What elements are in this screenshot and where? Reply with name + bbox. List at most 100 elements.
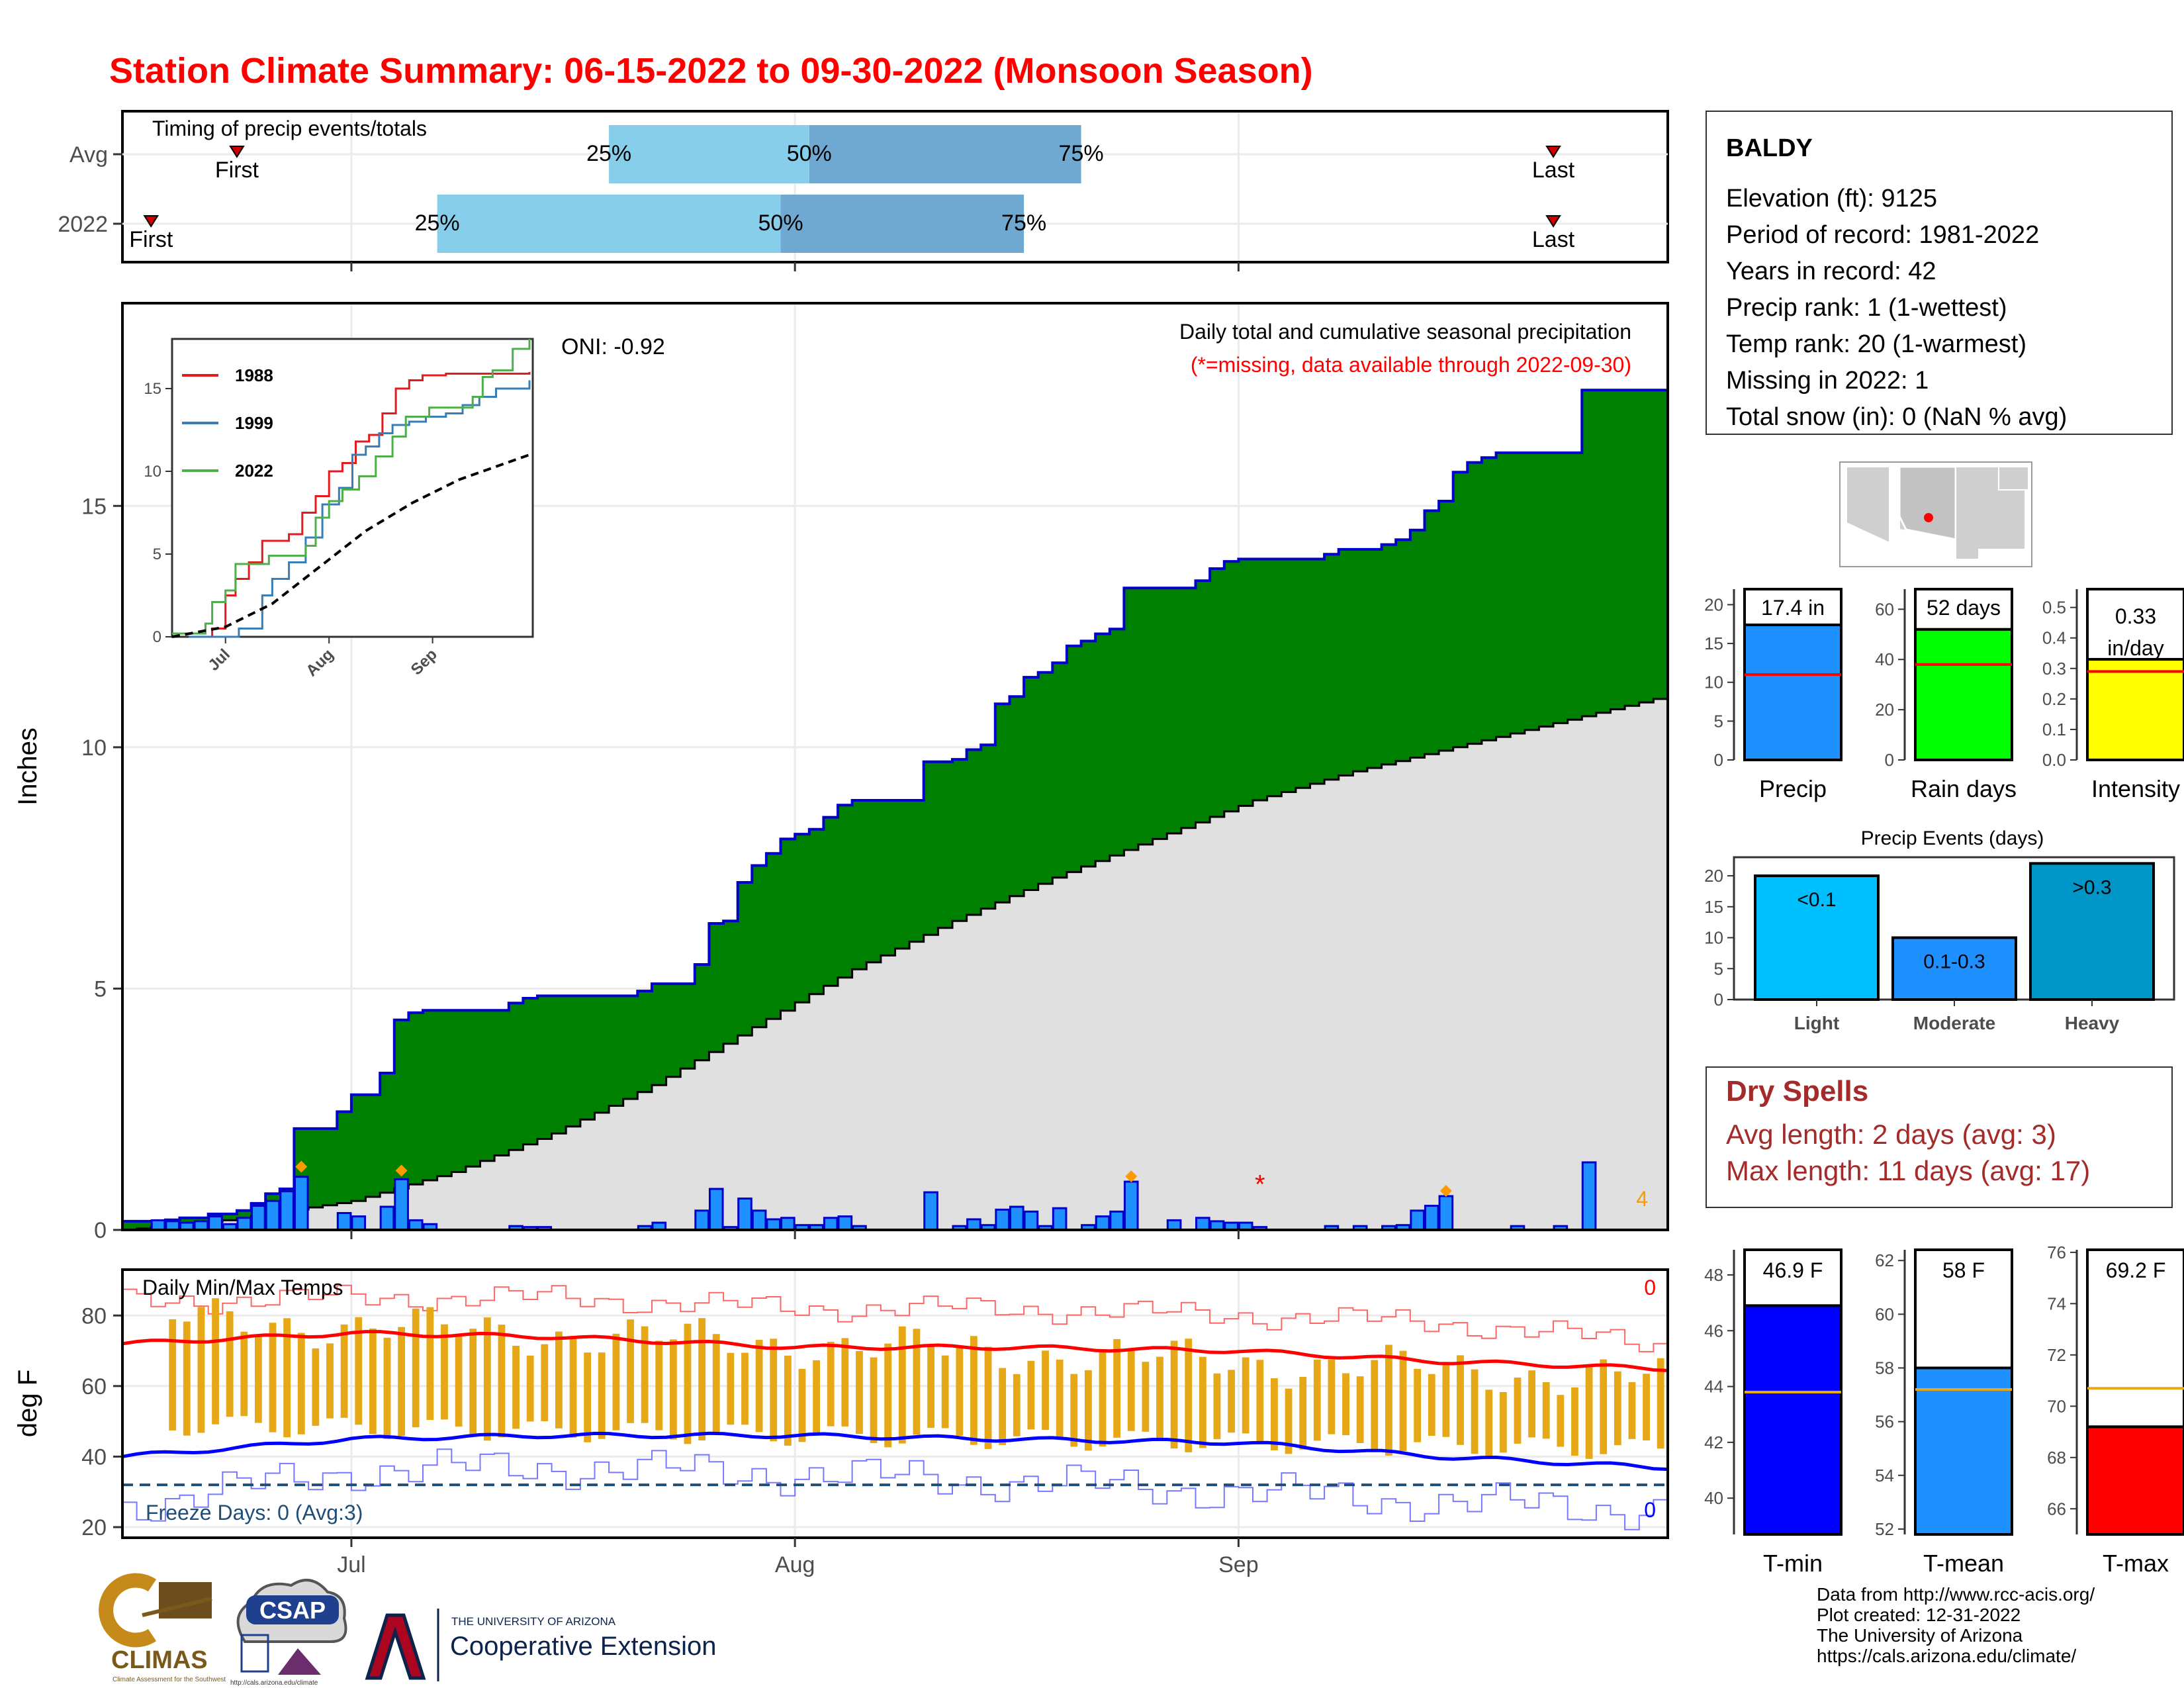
quartile-label-75: 75%	[1059, 141, 1104, 166]
events-category-label: Light	[1794, 1013, 1839, 1033]
daily-temp-bar	[1528, 1370, 1536, 1438]
panel-ytick-label: 74	[2047, 1293, 2066, 1313]
daily-temp-bar	[970, 1336, 978, 1445]
daily-precip-bar	[265, 1199, 281, 1231]
panel-value-text: 58 F	[1942, 1258, 1985, 1282]
daily-temp-bar	[1013, 1374, 1021, 1436]
daily-precip-bar	[351, 1215, 367, 1231]
daily-temp-bar	[1056, 1359, 1064, 1438]
inset-series-line-1988	[189, 372, 531, 638]
station-info-line: Period of record: 1981-2022	[1726, 221, 2039, 249]
daily-temp-bar	[870, 1357, 878, 1444]
daily-temp-bar	[1328, 1359, 1336, 1434]
daily-temp-bar	[927, 1346, 934, 1428]
ua-logo-letter: A	[394, 1664, 395, 1665]
panel-value-box	[1914, 1248, 2013, 1370]
daily-temp-bar	[469, 1329, 477, 1436]
avg-tmin-line	[122, 1431, 1668, 1472]
panel-value-box	[1743, 1248, 1843, 1307]
daily-temp-bar	[226, 1311, 234, 1417]
daily-temp-bar	[1542, 1382, 1550, 1439]
panel-ytick-label: 0	[1885, 750, 1894, 770]
daily-temp-bar	[1399, 1350, 1407, 1452]
station-name: BALDY	[1726, 134, 1813, 162]
daily-temp-bar	[741, 1352, 749, 1425]
california-shape	[1846, 466, 1890, 544]
daily-temp-bar	[999, 1368, 1007, 1445]
temp-panel-title: Daily Min/Max Temps	[142, 1276, 343, 1299]
daily-temp-bar	[641, 1326, 649, 1423]
panel-ytick-label: 10	[1704, 673, 1723, 692]
timing-marker-triangle	[1545, 215, 1561, 228]
daily-temp-bar	[798, 1368, 806, 1442]
daily-temp-bar	[669, 1339, 677, 1440]
daily-temp-bar	[856, 1350, 863, 1434]
panel-ytick-label: 60	[1875, 599, 1894, 619]
panel-ytick-label: 58	[1875, 1358, 1894, 1378]
inset-series-line-1999	[189, 380, 531, 638]
events-bar	[1754, 874, 1880, 1001]
panel-value-text: 52 days	[1927, 596, 2001, 620]
daily-temp-bar	[1600, 1359, 1608, 1454]
daily-temp-bar	[1557, 1395, 1565, 1447]
panel-ytick-label: 70	[2047, 1396, 2066, 1416]
inset-ytick-label: 0	[153, 628, 161, 646]
daily-temp-bar	[884, 1343, 892, 1448]
timing-marker-label: Last	[1532, 158, 1575, 183]
panel-ytick-label: 15	[1704, 633, 1723, 653]
timing-marker-triangle	[143, 215, 159, 228]
panel-ytick-label: 48	[1704, 1265, 1723, 1285]
climas-logo-subtext: Climate Assessment for the Southwest	[113, 1676, 226, 1683]
panel-ytick-label: 72	[2047, 1345, 2066, 1365]
daily-precip-bar	[1166, 1219, 1182, 1231]
panel-value-text: 46.9 F	[1763, 1258, 1823, 1282]
daily-temp-bar	[655, 1340, 663, 1430]
daily-temp-bar	[541, 1344, 549, 1422]
shared-month-axis: Jul Aug Sep	[337, 1230, 1259, 1577]
panel-ytick-label: 0.1	[2042, 720, 2066, 739]
daily-temp-bar	[512, 1346, 520, 1429]
arizona-locator-map	[1839, 461, 2032, 567]
station-info-box: BALDY Elevation (ft): 9125 Period of recor…	[1706, 111, 2173, 435]
heavy-event-diamond	[1439, 1184, 1452, 1197]
month-tick-label: Aug	[775, 1552, 815, 1577]
panel-ytick-label: 66	[2047, 1499, 2066, 1519]
daily-temp-bar	[1571, 1387, 1578, 1456]
quartile-bar-50-75	[809, 125, 1081, 183]
csap-logo-text: CSAP	[259, 1597, 326, 1624]
temp-y-axis-label: deg F	[13, 1370, 42, 1437]
daily-temp-bar	[498, 1325, 506, 1438]
daily-temp-bar	[755, 1340, 763, 1432]
main-note-daily: Daily total and cumulative seasonal prec…	[1179, 320, 1631, 344]
daily-temp-bar	[1313, 1359, 1321, 1441]
inset-legend-label: 2022	[235, 461, 273, 481]
panel-ytick-label: 46	[1704, 1321, 1723, 1340]
cumulative-precip-panel: 0 5 10 15 * 4 Daily total and cumulative seaso…	[13, 302, 1669, 1243]
daily-temp-bar	[627, 1319, 634, 1423]
daily-temp-bar	[1113, 1338, 1121, 1438]
station-info-line: Temp rank: 20 (1-warmest)	[1726, 330, 2026, 358]
heavy-event-diamond	[395, 1164, 408, 1177]
daily-temp-bar	[1457, 1355, 1464, 1445]
daily-precip-bar	[150, 1219, 166, 1231]
daily-temp-bar	[355, 1317, 363, 1425]
panel-ytick-label: 76	[2047, 1243, 2066, 1262]
temp-ytick-label: 20	[81, 1515, 107, 1540]
daily-temp-bar	[1213, 1373, 1221, 1440]
footer-credits: Data from http://www.rcc-acis.org/Plot c…	[1817, 1584, 2095, 1666]
daily-temp-bar	[584, 1352, 592, 1442]
climas-logo-text: CLIMAS	[111, 1646, 208, 1674]
daily-temp-bar	[1042, 1350, 1049, 1430]
panel-value-text: 69.2 F	[2106, 1258, 2166, 1282]
daily-temp-bar	[569, 1337, 577, 1438]
panel-value-bar	[1914, 628, 2013, 761]
daily-precip-bar	[208, 1215, 223, 1231]
temp-ytick-label: 40	[81, 1444, 107, 1470]
main-ytick-label: 10	[81, 735, 107, 761]
daily-temp-bar	[312, 1348, 320, 1426]
station-info-line: Total snow (in): 0 (NaN % avg)	[1726, 403, 2067, 431]
inset-series-line-avg	[171, 453, 530, 638]
station-info-line: Precip rank: 1 (1-wettest)	[1726, 294, 2007, 322]
panel-ytick-label: 40	[1704, 1488, 1723, 1508]
panel-ytick-label: 0.2	[2042, 689, 2066, 709]
